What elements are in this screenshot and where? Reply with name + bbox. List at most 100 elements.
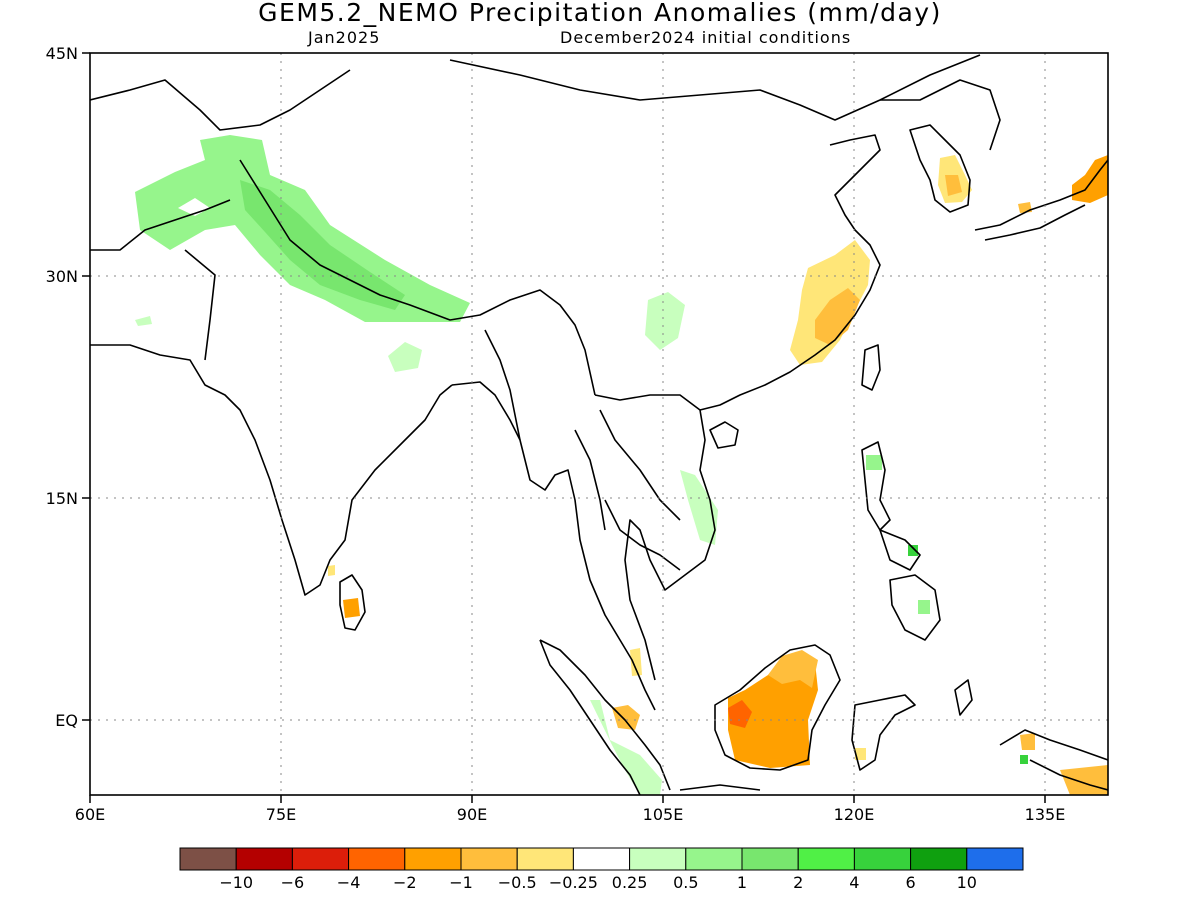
sri-lanka-dry (343, 598, 360, 618)
colorbar-label: 2 (793, 873, 803, 892)
colorbar-label: −10 (219, 873, 253, 892)
map-title: GEM5.2_NEMO Precipitation Anomalies (mm/… (258, 0, 942, 27)
thailand-border (574, 429, 606, 531)
south-india-dry (328, 565, 335, 576)
colorbar-swatch (741, 847, 799, 871)
lon-tick-135e: 135E (1025, 805, 1066, 824)
colorbar-label: 6 (906, 873, 916, 892)
india-coastline (90, 344, 453, 596)
afghanistan-border (90, 199, 231, 251)
colorbar-swatch (797, 847, 855, 871)
east-india-wet (388, 342, 422, 372)
lat-tick-15n: 15N (46, 489, 78, 508)
luzon (861, 441, 891, 531)
halmahera (954, 679, 973, 716)
moluccas-wet (1020, 755, 1028, 764)
sulawesi-dry (855, 748, 866, 760)
japan (974, 159, 1108, 231)
coastlines (90, 54, 1108, 795)
yunnan-wet (645, 292, 685, 350)
colorbar-label: 10 (957, 873, 977, 892)
japan-south (984, 204, 1086, 241)
lon-tick-105e: 105E (643, 805, 684, 824)
colorbar-label: 0.25 (612, 873, 648, 892)
myanmar-border (484, 329, 521, 441)
lon-tick-90e: 90E (457, 805, 487, 824)
sumatra-west (539, 639, 641, 795)
himalaya-border (239, 159, 596, 396)
china-coast (699, 134, 881, 411)
lon-tick-labels: 60E 75E 90E 105E 120E 135E (75, 805, 1066, 824)
plot-frame (89, 52, 1109, 796)
taiwan (861, 344, 881, 391)
colorbar-swatch (179, 847, 237, 871)
new-guinea-dry (1060, 765, 1108, 795)
colorbar-swatch (235, 847, 293, 871)
colorbar-swatch (291, 847, 350, 871)
japan-dry (1072, 155, 1108, 203)
colorbar-label: −6 (281, 873, 305, 892)
lat-tick-30n: 30N (46, 267, 78, 286)
java (679, 784, 761, 791)
lon-tick-120e: 120E (834, 805, 875, 824)
sulawesi (851, 694, 916, 771)
colorbar-swatch (685, 847, 743, 871)
colorbar-label: 0.5 (673, 873, 698, 892)
borneo-dry (728, 655, 818, 768)
india-pakistan-border (184, 249, 216, 361)
colorbar-swatch (853, 847, 912, 871)
colorbar-swatch (460, 847, 518, 871)
colorbar-label: −0.25 (549, 873, 598, 892)
gridlines (90, 53, 1108, 795)
vietnam-wet (680, 470, 718, 545)
colorbar-swatch (516, 847, 574, 871)
lon-tick-75e: 75E (266, 805, 296, 824)
philippines-wet-center (908, 545, 918, 556)
anomaly-shading (135, 135, 1108, 795)
indochina-coast (594, 394, 716, 681)
sumatra-wet (590, 700, 662, 795)
korea-dry-core (945, 175, 962, 196)
afghanistan-wet (135, 316, 152, 326)
sumatra-dry (612, 705, 640, 730)
colorbar-label: 1 (737, 873, 747, 892)
lon-tick-60e: 60E (75, 805, 105, 824)
new-guinea-dry-west (1020, 733, 1035, 750)
colorbar-swatch (966, 847, 1024, 871)
southeast-china-dry-core (815, 288, 860, 345)
philippines-wet-south (918, 600, 930, 614)
malaya-dry (630, 648, 642, 676)
colorbar-swatch (910, 847, 968, 871)
mongolia-border (449, 54, 981, 121)
visayas (879, 529, 921, 571)
sri-lanka (339, 574, 366, 631)
russia-coast (880, 79, 1001, 151)
laos-border (599, 409, 681, 521)
korea (909, 124, 971, 213)
borneo-dry-core (728, 700, 752, 728)
lat-tick-labels: 45N 30N 15N EQ (46, 44, 78, 730)
forecast-month: Jan2025 (308, 28, 381, 47)
tick-marks (82, 52, 1046, 803)
new-guinea (999, 729, 1108, 761)
philippines-wet (866, 455, 882, 470)
lat-tick-45n: 45N (46, 44, 78, 63)
gulf-of-thailand (604, 499, 681, 571)
initial-conditions: December2024 initial conditions (560, 28, 852, 47)
colorbar-swatch (629, 847, 687, 871)
colorbar-swatch (572, 847, 631, 871)
colorbar-label: −2 (393, 873, 417, 892)
nepal-wet (240, 180, 405, 310)
central-asia-border (90, 69, 351, 131)
colorbar-swatch (404, 847, 462, 871)
colorbar-label: −4 (337, 873, 361, 892)
colorbar: −10 −6 −4 −2 −1 −0.5 −0.25 0.25 0.5 1 2 4 6 10 (179, 847, 1024, 892)
hainan (709, 421, 739, 449)
borneo (714, 644, 841, 771)
colorbar-label: 4 (849, 873, 859, 892)
colorbar-swatch (348, 847, 406, 871)
new-guinea-south (1029, 759, 1108, 791)
lat-tick-eq: EQ (55, 711, 78, 730)
mindanao (889, 574, 941, 641)
